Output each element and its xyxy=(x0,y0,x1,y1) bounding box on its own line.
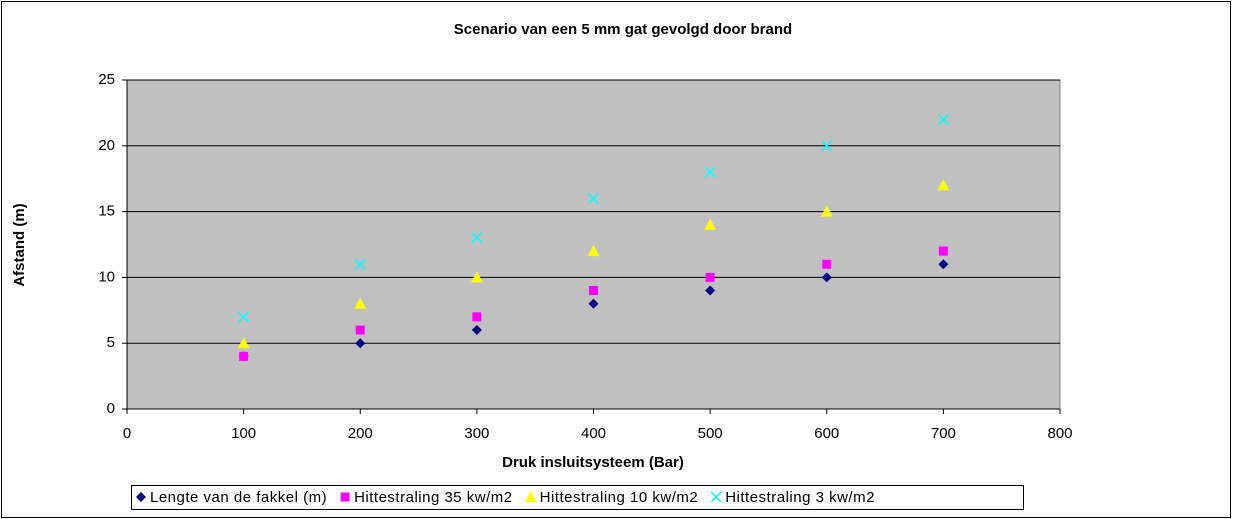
y-tick-label: 0 xyxy=(107,400,115,417)
x-tick-label: 600 xyxy=(814,425,839,442)
marker-x-stroke xyxy=(937,113,949,126)
legend-box xyxy=(131,485,1024,510)
marker-x xyxy=(471,232,483,244)
marker-triangle xyxy=(354,297,367,309)
marker-triangle xyxy=(237,337,250,349)
y-tick-label: 10 xyxy=(98,268,115,285)
marker-square xyxy=(938,246,948,256)
marker-square xyxy=(589,286,598,296)
marker-x xyxy=(238,311,250,323)
marker-x-stroke xyxy=(710,491,722,503)
marker-diamond xyxy=(136,492,146,502)
legend-label: Hittestraling 10 kw/m2 xyxy=(540,489,699,506)
x-tick-label: 400 xyxy=(581,425,606,442)
marker-square xyxy=(705,272,715,282)
marker-square xyxy=(822,259,832,269)
marker-x-stroke xyxy=(587,192,600,204)
marker-triangle xyxy=(820,205,833,217)
marker-diamond xyxy=(355,338,366,349)
marker-triangle xyxy=(937,179,950,191)
x-tick-label: 100 xyxy=(231,425,256,442)
legend-label: Hittestraling 35 kw/m2 xyxy=(354,489,513,506)
marker-triangle xyxy=(704,218,717,230)
marker-x xyxy=(704,166,716,178)
marker-x-stroke xyxy=(821,140,833,152)
y-tick-label: 5 xyxy=(107,334,115,351)
legend-label: Lengte van de fakkel (m) xyxy=(150,489,327,506)
y-tick-label: 25 xyxy=(98,71,115,88)
marker-square xyxy=(355,325,365,335)
marker-x-stroke xyxy=(704,166,716,178)
marker-x xyxy=(821,140,833,152)
x-tick-label: 300 xyxy=(464,425,489,442)
x-tick-label: 500 xyxy=(698,425,723,442)
marker-x xyxy=(354,258,366,270)
x-tick-label: 800 xyxy=(1047,425,1072,442)
marker-x-stroke xyxy=(354,258,366,270)
x-tick-label: 0 xyxy=(123,425,131,442)
x-tick-label: 200 xyxy=(348,425,373,442)
x-tick-label: 700 xyxy=(931,425,956,442)
legend-label: Hittestraling 3 kw/m2 xyxy=(725,489,875,506)
marker-diamond xyxy=(821,272,832,283)
marker-diamond xyxy=(938,259,949,270)
y-axis-label: Afstand (m) xyxy=(11,203,28,286)
marker-diamond xyxy=(471,325,482,336)
marker-x xyxy=(937,113,949,126)
marker-triangle xyxy=(470,271,483,283)
marker-diamond xyxy=(705,285,716,296)
marker-triangle xyxy=(587,245,600,257)
marker-x-stroke xyxy=(238,311,250,323)
marker-diamond xyxy=(588,298,599,309)
marker-square xyxy=(472,312,482,322)
y-tick-label: 15 xyxy=(98,203,115,220)
marker-square xyxy=(239,351,249,361)
marker-x xyxy=(587,192,600,204)
x-axis-label: Druk insluitsysteem (Bar) xyxy=(502,454,684,471)
plot-area xyxy=(126,79,1061,410)
marker-square xyxy=(340,492,350,502)
marker-triangle xyxy=(524,491,537,502)
chart-title: Scenario van een 5 mm gat gevolgd door b… xyxy=(454,21,792,38)
marker-x xyxy=(710,491,722,503)
marker-x-stroke xyxy=(471,232,483,244)
y-tick-label: 20 xyxy=(98,137,115,154)
